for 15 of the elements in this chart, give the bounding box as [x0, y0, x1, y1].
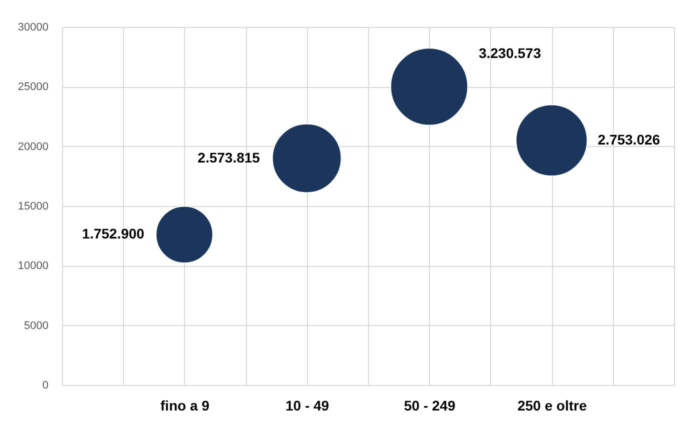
x-tick-label: 250 e oltre — [517, 398, 587, 414]
x-tick-label: 50 - 249 — [404, 398, 456, 414]
data-label: 1.752.900 — [82, 226, 145, 242]
y-tick-label: 20000 — [18, 140, 48, 153]
data-label: 2.573.815 — [198, 149, 260, 166]
data-label: 2.753.026 — [598, 131, 660, 148]
y-tick-label: 30000 — [18, 22, 48, 34]
y-tick-label: 25000 — [18, 81, 48, 94]
y-tick-label: 0 — [42, 380, 48, 392]
data-label: 3.230.573 — [478, 45, 542, 62]
x-tick-label: fino a 9 — [160, 398, 210, 414]
y-tick-label: 5000 — [24, 320, 48, 332]
y-tick-label: 10000 — [18, 260, 48, 272]
x-tick-label: 10 - 49 — [286, 398, 330, 414]
y-tick-label: 15000 — [18, 200, 48, 212]
